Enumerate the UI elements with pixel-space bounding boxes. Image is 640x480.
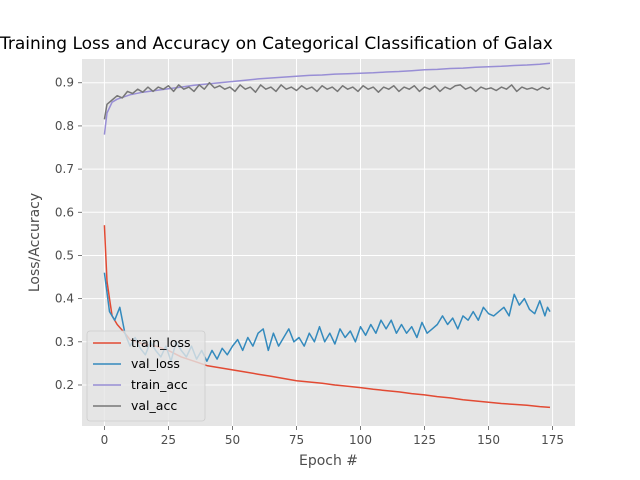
x-tick-label: 25 [161, 433, 176, 447]
legend-entry: val_acc [131, 398, 177, 413]
chart-title: Training Loss and Accuracy on Categorica… [0, 34, 553, 54]
series-line-val-acc [103, 81, 551, 120]
y-tick-label: 0.5 [55, 248, 74, 262]
x-tick-label: 150 [477, 433, 500, 447]
y-tick-label: 0.6 [55, 205, 74, 219]
legend-entry: train_loss [131, 335, 191, 350]
legend: train_loss val_loss train_acc val_acc [86, 330, 206, 422]
y-tick-label: 0.2 [55, 378, 74, 392]
legend-entry: val_loss [131, 356, 180, 371]
x-tick-label: 50 [225, 433, 240, 447]
y-tick-label: 0.3 [55, 335, 74, 349]
x-axis-label: Epoch # [299, 453, 358, 469]
y-axis-label: Loss/Accuracy [27, 193, 43, 292]
y-axis-ticks: 0.2 0.3 0.4 0.5 0.6 0.7 0.8 0.9 [55, 76, 82, 392]
x-tick-label: 125 [413, 433, 436, 447]
legend-entry: train_acc [131, 377, 188, 392]
y-tick-label: 0.9 [55, 76, 74, 90]
x-tick-label: 0 [101, 433, 109, 447]
x-tick-label: 100 [349, 433, 372, 447]
y-tick-label: 0.4 [55, 292, 74, 306]
x-tick-label: 175 [541, 433, 564, 447]
legend-box [86, 330, 206, 422]
series-line-train-acc [103, 62, 551, 135]
y-tick-label: 0.8 [55, 119, 74, 133]
y-tick-label: 0.7 [55, 162, 74, 176]
grid-lines [82, 59, 575, 426]
x-tick-label: 75 [289, 433, 304, 447]
x-axis-ticks: 0 25 50 75 100 125 150 175 [101, 426, 564, 447]
